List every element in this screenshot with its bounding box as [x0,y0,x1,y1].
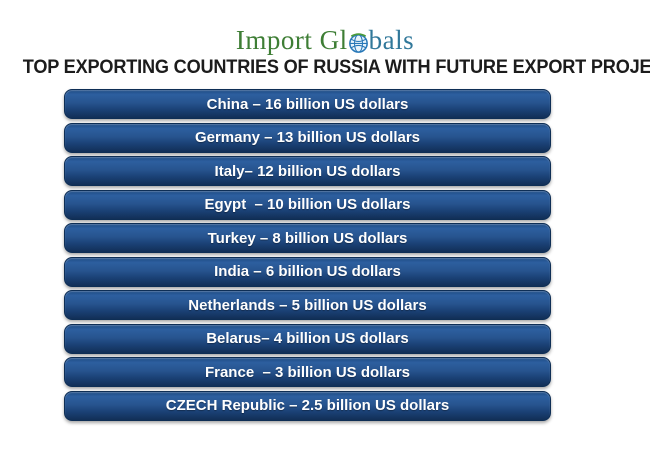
bar-row-italy: Italy– 12 billion US dollars [64,156,551,186]
bar-row-india: India – 6 billion US dollars [64,256,551,287]
bar-row-turkey: Turkey – 8 billion US dollars [64,223,551,253]
bar-label: Italy– 12 billion US dollars [214,162,401,180]
import-globals-logo: Import Gl bals [0,24,650,56]
bar-row-france: France – 3 billion US dollars [64,357,551,387]
bar-label: France – 3 billion US dollars [204,363,411,381]
bar-label: China – 16 billion US dollars [206,95,409,113]
bar-row-china: China – 16 billion US dollars [64,89,551,119]
bar-row-belarus: Belarus– 4 billion US dollars [64,323,551,354]
bar-row-germany: Germany – 13 billion US dollars [64,122,551,153]
bar-label: Belarus– 4 billion US dollars [206,330,409,347]
bar-label: CZECH Republic – 2.5 billion US dollars [165,397,450,414]
bar-list: China – 16 billion US dollars Germany – … [64,89,551,421]
bar-label: India – 6 billion US dollars [214,263,401,280]
logo-text-bals: bals [368,24,415,55]
bar-label: Germany – 13 billion US dollars [194,129,421,146]
logo-text-import-gl: Import Gl [235,24,348,55]
bar-label: Egypt – 10 billion US dollars [204,196,411,213]
bar-label: Turkey – 8 billion US dollars [207,229,408,247]
bar-label: Netherlands – 5 billion US dollars [188,296,427,314]
globe-icon [347,31,370,54]
bar-row-netherlands: Netherlands – 5 billion US dollars [64,290,551,320]
bar-row-egypt: Egypt – 10 billion US dollars [64,189,551,220]
bar-row-czech-republic: CZECH Republic – 2.5 billion US dollars [64,390,551,421]
page-title: TOP EXPORTING COUNTRIES OF RUSSIA WITH F… [22,56,650,78]
